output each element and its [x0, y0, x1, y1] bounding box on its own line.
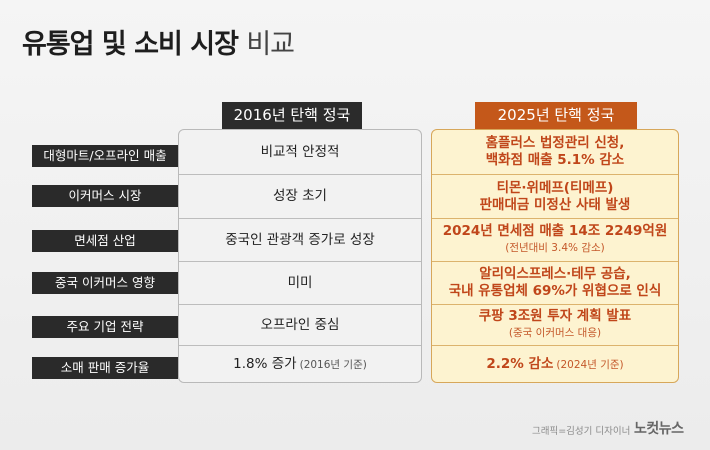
row-label-duty-free: 면세점 산업	[32, 230, 178, 252]
column-header-2025: 2025년 탄핵 정국	[475, 102, 637, 129]
cell-2025-corporate-strategy: 쿠팡 3조원 투자 계획 발표 (중국 이커머스 대응)	[432, 305, 678, 346]
row-label-china-ecommerce: 중국 이커머스 영향	[32, 272, 178, 294]
row-label-offline-sales: 대형마트/오프라인 매출	[32, 145, 178, 167]
page-title: 유통업 및 소비 시장 비교	[22, 22, 295, 61]
cell-2025-duty-free: 2024년 면세점 매출 14조 2249억원 (전년대비 3.4% 감소)	[432, 219, 678, 262]
cell-text: 중국인 관광객 증가로 성장	[225, 231, 375, 248]
cell-note: (전년대비 3.4% 감소)	[505, 242, 605, 254]
cell-text: 성장 초기	[273, 188, 327, 204]
cell-note: (2024년 기준)	[556, 359, 624, 371]
cell-line-1: 알리익스프레스·테무 공습,	[479, 266, 631, 282]
title-sub: 비교	[246, 29, 295, 60]
cell-2016-ecommerce: 성장 초기	[179, 175, 421, 219]
cell-line-2: 판매대금 미정산 사태 발생	[479, 196, 631, 213]
cell-line-1: 2.2% 감소	[486, 356, 554, 372]
cell-line-1: 홈플러스 법정관리 신청,	[485, 135, 625, 151]
cell-line-1: 티몬·위메프(티메프)	[496, 179, 614, 196]
cell-text: 1.8% 증가	[233, 356, 297, 372]
cell-note: (2016년 기준)	[299, 359, 367, 371]
row-label-corporate-strategy: 주요 기업 전략	[32, 316, 178, 338]
cell-text: 미미	[287, 274, 313, 291]
cell-line-1: 2024년 면세점 매출 14조 2249억원	[442, 223, 668, 239]
cell-2025-china-ecommerce: 알리익스프레스·테무 공습, 국내 유통업체 69%가 위협으로 인식	[432, 262, 678, 305]
cell-2025-retail-growth: 2.2% 감소 (2024년 기준)	[432, 346, 678, 382]
cell-text: 오프라인 중심	[260, 316, 340, 333]
row-label-ecommerce: 이커머스 시장	[32, 185, 178, 207]
cell-2016-offline-sales: 비교적 안정적	[179, 130, 421, 175]
cell-line-1: 쿠팡 3조원 투자 계획 발표	[478, 308, 632, 324]
cell-inline: 1.8% 증가 (2016년 기준)	[233, 356, 367, 374]
panel-2025: 홈플러스 법정관리 신청, 백화점 매출 5.1% 감소 티몬·위메프(티메프)…	[431, 129, 679, 383]
cell-2016-corporate-strategy: 오프라인 중심	[179, 305, 421, 346]
cell-text: 비교적 안정적	[260, 143, 340, 160]
column-header-2016: 2016년 탄핵 정국	[222, 102, 362, 129]
cell-2016-duty-free: 중국인 관광객 증가로 성장	[179, 219, 421, 262]
news-logo: 노컷뉴스	[634, 421, 684, 437]
cell-2016-retail-growth: 1.8% 증가 (2016년 기준)	[179, 346, 421, 382]
graphic-credit: 그래픽=김성기 디자이너	[532, 426, 631, 437]
cell-line-2: 백화점 매출 5.1% 감소	[485, 152, 625, 168]
cell-note: (중국 이커머스 대응)	[508, 327, 602, 339]
cell-2025-offline-sales: 홈플러스 법정관리 신청, 백화점 매출 5.1% 감소	[432, 130, 678, 175]
title-main: 유통업 및 소비 시장	[22, 29, 239, 60]
panel-2016: 비교적 안정적 성장 초기 중국인 관광객 증가로 성장 미미 오프라인 중심 …	[178, 129, 422, 383]
cell-line-2: 국내 유통업체 69%가 위협으로 인식	[448, 283, 662, 299]
cell-inline: 2.2% 감소 (2024년 기준)	[486, 356, 623, 374]
cell-2025-ecommerce: 티몬·위메프(티메프) 판매대금 미정산 사태 발생	[432, 175, 678, 219]
cell-2016-china-ecommerce: 미미	[179, 262, 421, 305]
row-label-retail-growth: 소매 판매 증가율	[32, 357, 178, 379]
